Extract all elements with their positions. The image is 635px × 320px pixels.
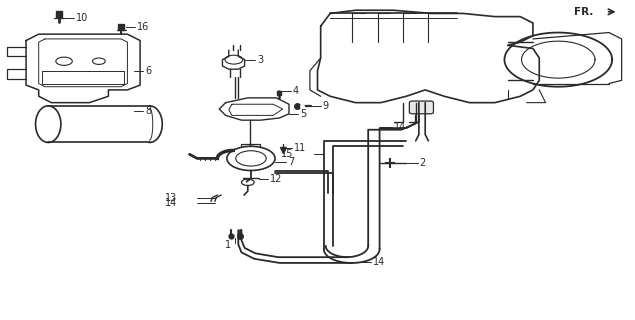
Text: 1: 1 <box>224 240 231 250</box>
Text: 4: 4 <box>292 86 298 97</box>
Text: 13: 13 <box>164 193 177 203</box>
FancyBboxPatch shape <box>410 101 434 114</box>
Text: 7: 7 <box>288 156 294 167</box>
Text: 10: 10 <box>76 13 88 23</box>
Text: 8: 8 <box>145 106 151 116</box>
Text: 14: 14 <box>373 257 385 267</box>
Text: 14: 14 <box>164 198 177 208</box>
Text: FR.: FR. <box>574 7 594 17</box>
Text: 14: 14 <box>394 122 406 132</box>
Text: 16: 16 <box>137 22 149 32</box>
Text: 2: 2 <box>419 157 425 168</box>
Text: 6: 6 <box>145 66 151 76</box>
Text: 11: 11 <box>294 143 306 153</box>
Text: 5: 5 <box>300 109 307 119</box>
Text: 12: 12 <box>270 174 283 184</box>
Text: 9: 9 <box>323 101 329 111</box>
Text: 15: 15 <box>281 148 293 159</box>
Text: 3: 3 <box>257 55 264 65</box>
